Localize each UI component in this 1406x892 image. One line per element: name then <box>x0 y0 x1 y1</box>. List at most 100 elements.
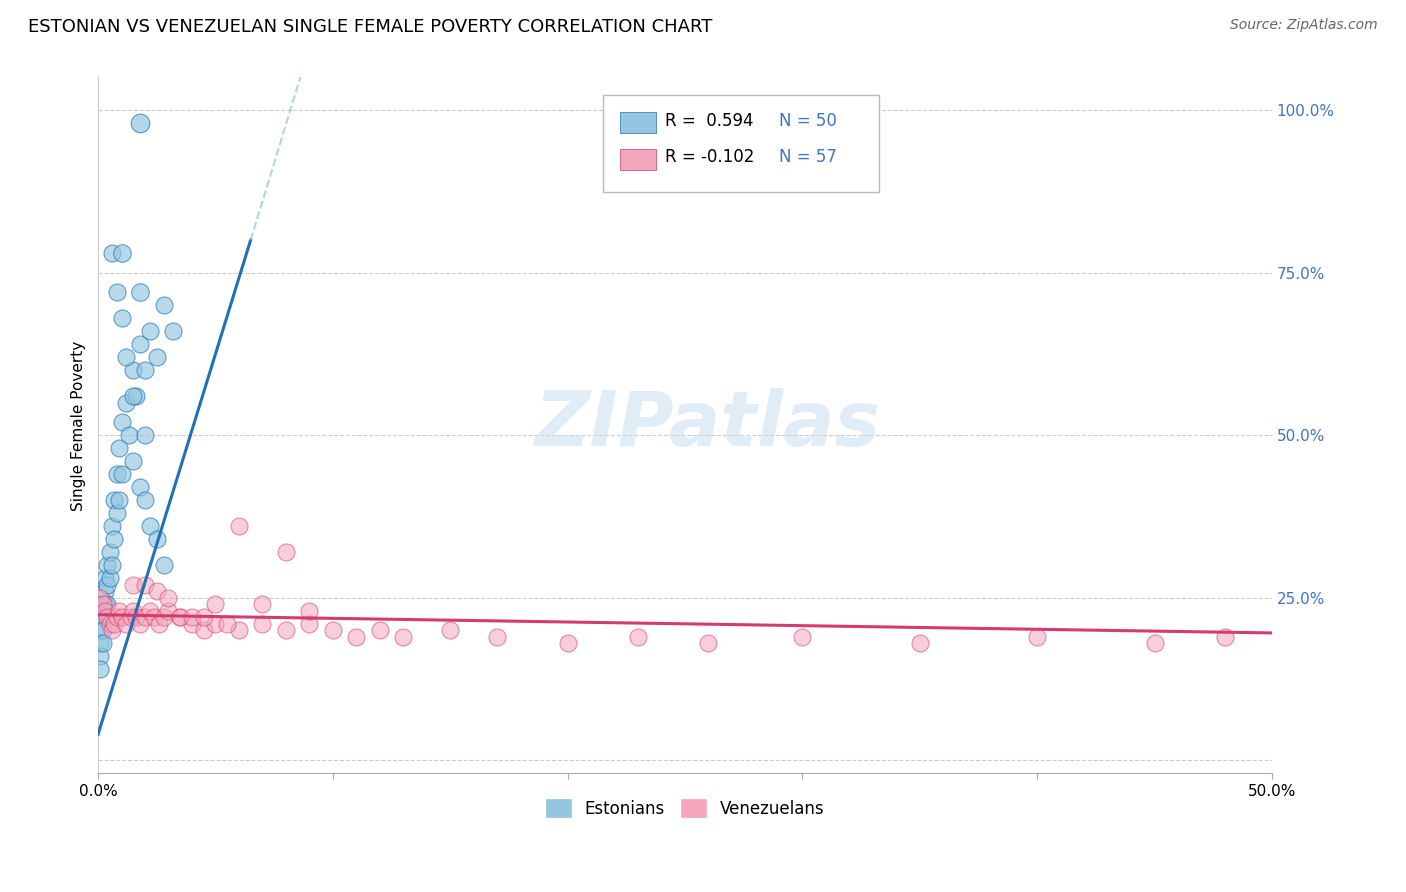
Point <box>124 610 146 624</box>
Point <box>252 616 274 631</box>
Point <box>134 363 156 377</box>
Point <box>103 493 125 508</box>
Point <box>110 246 132 260</box>
Point <box>228 519 250 533</box>
Point <box>792 630 814 644</box>
Legend: Estonians, Venezuelans: Estonians, Venezuelans <box>540 793 831 824</box>
Point <box>134 610 156 624</box>
Point <box>89 662 111 676</box>
Point <box>138 604 160 618</box>
Point <box>697 636 720 650</box>
FancyBboxPatch shape <box>603 95 879 193</box>
Point <box>94 597 117 611</box>
Point <box>152 610 174 624</box>
Point <box>298 616 321 631</box>
Point <box>157 604 180 618</box>
Point <box>91 636 114 650</box>
Point <box>91 597 114 611</box>
Point <box>392 630 415 644</box>
Point <box>129 285 152 299</box>
Point <box>89 649 111 664</box>
Point <box>204 616 226 631</box>
Point <box>122 363 145 377</box>
Y-axis label: Single Female Poverty: Single Female Poverty <box>72 341 86 510</box>
Point <box>105 610 128 624</box>
Point <box>368 624 391 638</box>
Point <box>908 636 931 650</box>
Point <box>181 616 204 631</box>
Point <box>115 395 138 409</box>
Point <box>110 467 132 482</box>
FancyBboxPatch shape <box>620 112 655 133</box>
Point <box>120 610 142 624</box>
Point <box>134 493 156 508</box>
Point <box>91 624 114 638</box>
Point <box>122 454 145 468</box>
Point <box>110 610 132 624</box>
Point <box>110 311 132 326</box>
Point <box>98 616 121 631</box>
Point <box>94 571 117 585</box>
Point <box>101 246 124 260</box>
Point <box>110 415 132 429</box>
Point <box>217 616 239 631</box>
Text: Source: ZipAtlas.com: Source: ZipAtlas.com <box>1230 18 1378 32</box>
Point <box>96 610 118 624</box>
FancyBboxPatch shape <box>620 149 655 170</box>
Point <box>145 350 167 364</box>
Point <box>169 610 191 624</box>
Point <box>101 519 124 533</box>
Point <box>117 428 139 442</box>
Point <box>91 597 114 611</box>
Point <box>228 624 250 638</box>
Point <box>152 558 174 573</box>
Point <box>274 624 297 638</box>
Point <box>101 558 124 573</box>
Point <box>204 597 226 611</box>
Point <box>274 545 297 559</box>
Point <box>101 624 124 638</box>
Point <box>1143 636 1166 650</box>
Point <box>94 604 117 618</box>
Point <box>108 604 131 618</box>
Point <box>122 604 145 618</box>
Point <box>94 584 117 599</box>
Point <box>129 480 152 494</box>
Point <box>181 610 204 624</box>
Point <box>439 624 461 638</box>
Point <box>89 636 111 650</box>
Point <box>96 558 118 573</box>
Point <box>486 630 509 644</box>
Point <box>557 636 579 650</box>
Point <box>115 616 138 631</box>
Text: ESTONIAN VS VENEZUELAN SINGLE FEMALE POVERTY CORRELATION CHART: ESTONIAN VS VENEZUELAN SINGLE FEMALE POV… <box>28 18 713 36</box>
Point <box>157 591 180 605</box>
Point <box>1026 630 1049 644</box>
Point <box>91 610 114 624</box>
Point <box>322 624 344 638</box>
Point <box>145 584 167 599</box>
Point <box>193 610 215 624</box>
Point <box>108 493 131 508</box>
Point <box>98 571 121 585</box>
Point <box>115 350 138 364</box>
Point <box>129 616 152 631</box>
Point <box>134 578 156 592</box>
Point <box>138 519 160 533</box>
Text: N = 57: N = 57 <box>779 148 837 167</box>
Point <box>89 624 111 638</box>
Point <box>96 578 118 592</box>
Point <box>105 285 128 299</box>
Point <box>129 337 152 351</box>
Point <box>1213 630 1236 644</box>
Point <box>105 506 128 520</box>
Point <box>103 533 125 547</box>
Text: ZIPatlas: ZIPatlas <box>536 388 882 462</box>
Point <box>96 597 118 611</box>
Point <box>122 578 145 592</box>
Point <box>138 324 160 338</box>
Text: R =  0.594: R = 0.594 <box>665 112 754 130</box>
Point <box>89 610 111 624</box>
Point <box>108 441 131 455</box>
Point <box>122 389 145 403</box>
